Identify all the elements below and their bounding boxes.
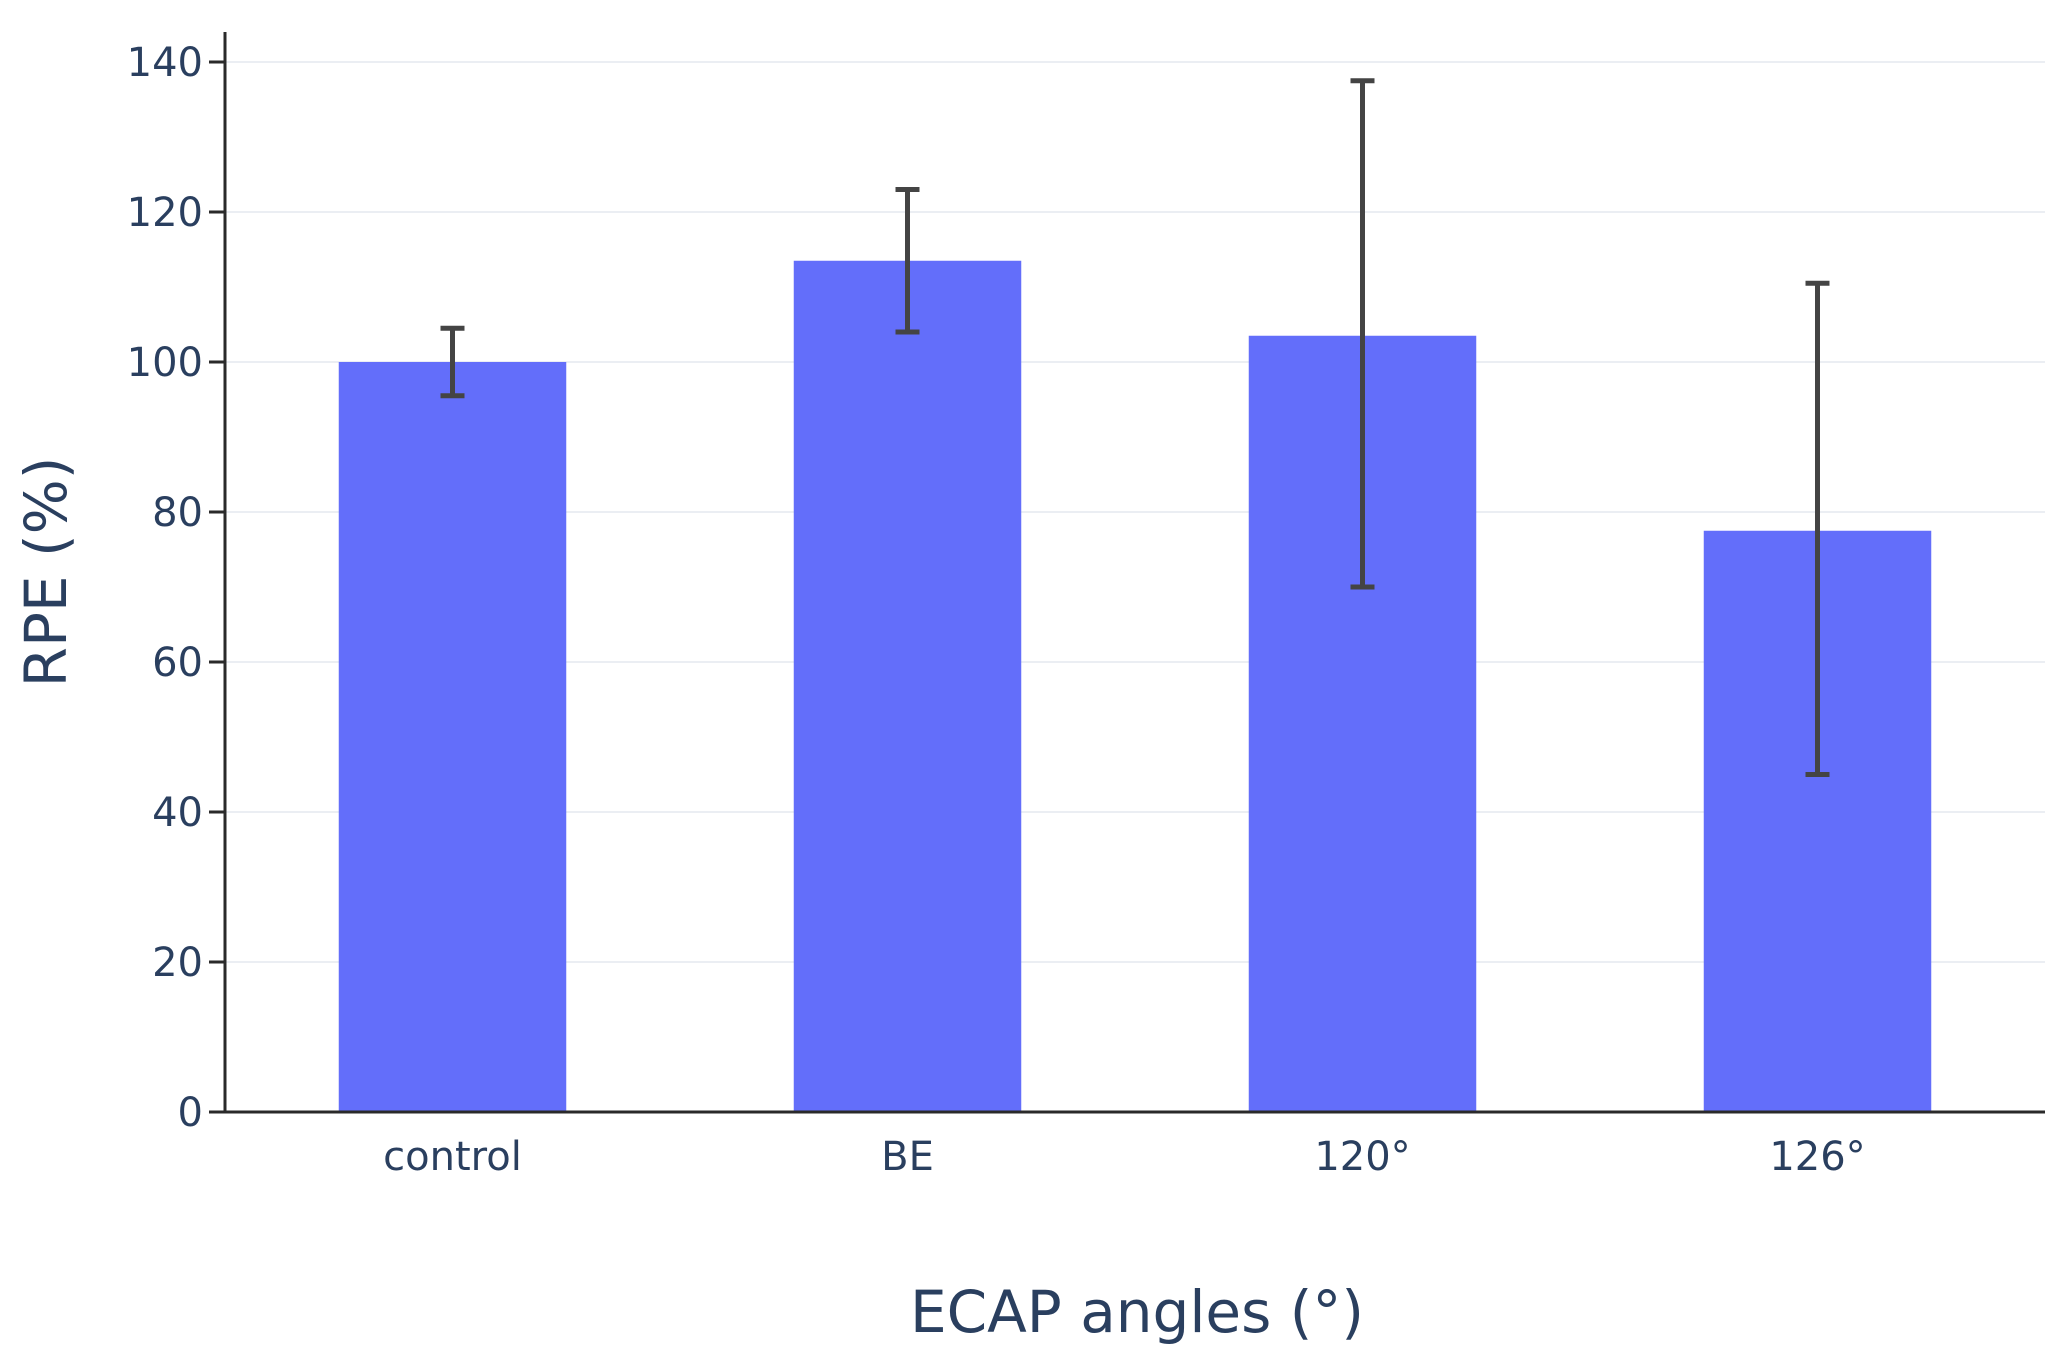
y-tick-label: 140 [127, 40, 203, 86]
y-tick-label: 20 [152, 940, 203, 986]
x-tick-label: 120° [1314, 1134, 1410, 1180]
bar-series [338, 260, 1932, 1112]
bar-1 [338, 362, 567, 1112]
y-tick-label: 40 [152, 790, 203, 836]
bar-2 [793, 260, 1022, 1112]
y-axis-title: RPE (%) [12, 457, 80, 688]
x-axis-ticks: control BE 120° 126° [383, 1134, 1866, 1180]
y-tick-label: 120 [127, 190, 203, 236]
x-tick-label: control [383, 1134, 522, 1180]
y-tick-label: 0 [178, 1090, 203, 1136]
x-tick-label: BE [881, 1134, 934, 1180]
error-bars [440, 78, 1830, 777]
y-tick-label: 80 [152, 490, 203, 536]
x-axis-title: ECAP angles (°) [910, 1278, 1364, 1346]
y-axis-ticks: 0 20 40 60 80 100 120 140 [127, 40, 225, 1136]
y-tick-label: 60 [152, 640, 203, 686]
x-tick-label: 126° [1769, 1134, 1865, 1180]
y-tick-label: 100 [127, 340, 203, 386]
